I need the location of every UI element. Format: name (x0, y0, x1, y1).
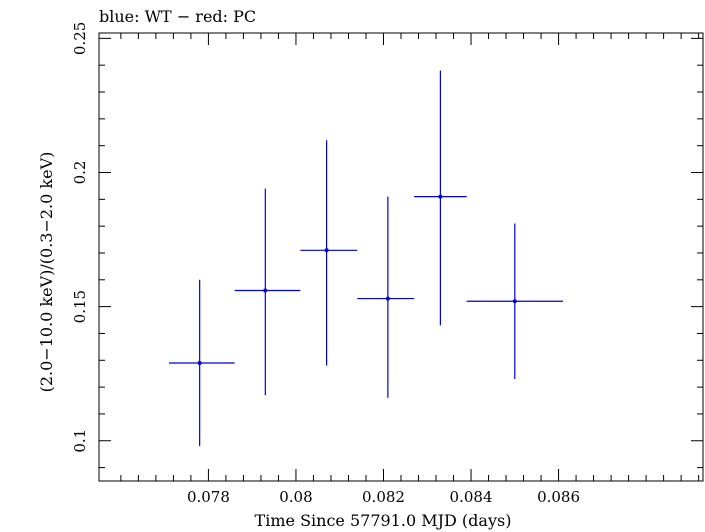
y-tick-label: 0.15 (71, 290, 89, 323)
data-point (414, 70, 467, 326)
data-series (169, 70, 563, 447)
x-tick-label: 0.084 (450, 488, 493, 506)
x-axis: 0.078 0.08 0.082 0.084 0.086 (120, 33, 700, 506)
y-tick-label: 0.1 (71, 429, 89, 453)
point-marker (438, 194, 443, 199)
y-axis-label: (2.0−10.0 keV)/(0.3−2.0 keV) (37, 152, 56, 393)
data-point (234, 188, 301, 396)
data-point (357, 196, 415, 398)
point-marker (385, 296, 390, 301)
x-tick-label: 0.08 (279, 488, 312, 506)
x-axis-label: Time Since 57791.0 MJD (days) (255, 511, 512, 530)
y-tick-label: 0.2 (71, 161, 89, 185)
data-point (466, 223, 563, 380)
y-axis: 0.1 0.15 0.2 0.25 (71, 22, 703, 469)
data-point (300, 140, 358, 366)
plot-frame (98, 32, 704, 482)
chart-title: blue: WT − red: PC (99, 7, 256, 26)
y-tick-label: 0.25 (71, 22, 89, 55)
x-tick-label: 0.082 (362, 488, 405, 506)
point-marker (263, 288, 268, 293)
data-point (169, 279, 235, 447)
x-tick-label: 0.086 (537, 488, 580, 506)
x-tick-label: 0.078 (187, 488, 230, 506)
point-marker (197, 360, 202, 365)
point-marker (512, 299, 517, 304)
point-marker (324, 248, 329, 253)
